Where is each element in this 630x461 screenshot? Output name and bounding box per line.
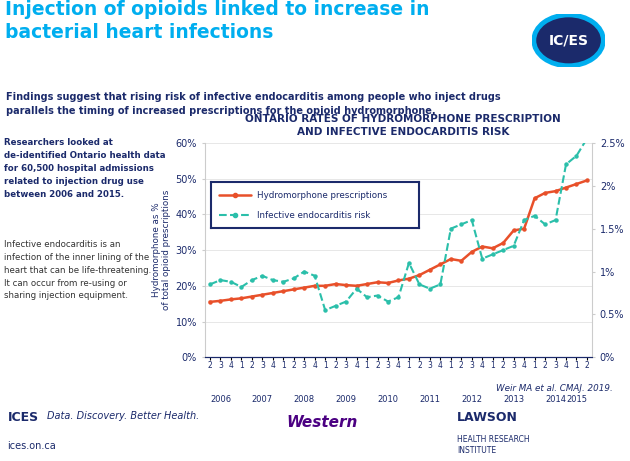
Text: ices.on.ca: ices.on.ca — [8, 441, 56, 451]
Text: LAWSON: LAWSON — [457, 411, 518, 424]
Text: Researchers looked at
de-identified Ontario health data
for 60,500 hospital admi: Researchers looked at de-identified Onta… — [4, 138, 165, 199]
Text: Findings suggest that rising risk of infective endocarditis among people who inj: Findings suggest that rising risk of inf… — [6, 92, 501, 116]
Text: 2008: 2008 — [294, 395, 315, 404]
Text: IC/ES: IC/ES — [549, 33, 588, 47]
Text: 2013: 2013 — [503, 395, 524, 404]
Text: ONTARIO RATES OF HYDROMORPHONE PRESCRIPTION
AND INFECTIVE ENDOCARDITIS RISK: ONTARIO RATES OF HYDROMORPHONE PRESCRIPT… — [245, 114, 561, 137]
Text: 2009: 2009 — [336, 395, 357, 404]
Text: Western: Western — [287, 415, 358, 430]
Text: Injection of opioids linked to increase in
bacterial heart infections: Injection of opioids linked to increase … — [5, 0, 430, 42]
Text: 2010: 2010 — [377, 395, 399, 404]
Text: HEALTH RESEARCH
INSTITUTE: HEALTH RESEARCH INSTITUTE — [457, 435, 529, 455]
Text: Weir MA et al. CMAJ. 2019.: Weir MA et al. CMAJ. 2019. — [496, 384, 613, 393]
Text: Infective endocarditis risk: Infective endocarditis risk — [257, 211, 370, 220]
Text: 2014: 2014 — [545, 395, 566, 404]
Text: 2007: 2007 — [252, 395, 273, 404]
Text: ICES: ICES — [8, 411, 38, 424]
Text: 2012: 2012 — [461, 395, 483, 404]
Text: Data. Discovery. Better Health.: Data. Discovery. Better Health. — [47, 411, 200, 421]
Text: Infective endocarditis is an
infection of the inner lining of the
heart that can: Infective endocarditis is an infection o… — [4, 240, 151, 301]
Text: 2006: 2006 — [210, 395, 231, 404]
Text: Hydromorphone prescriptions: Hydromorphone prescriptions — [257, 190, 387, 200]
Text: 2011: 2011 — [420, 395, 440, 404]
Y-axis label: Hydromorphone as %
of total opioid prescriptions: Hydromorphone as % of total opioid presc… — [152, 190, 171, 310]
Circle shape — [536, 16, 602, 65]
Text: 2015: 2015 — [566, 395, 587, 404]
